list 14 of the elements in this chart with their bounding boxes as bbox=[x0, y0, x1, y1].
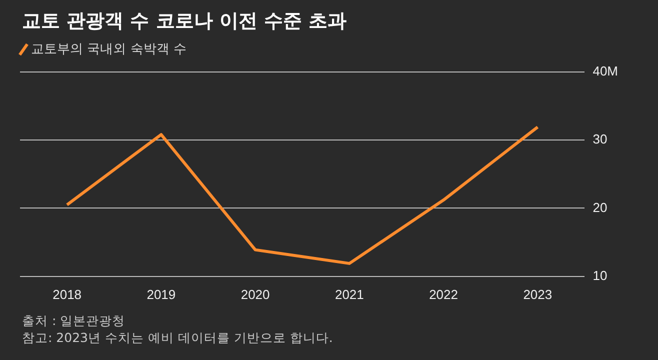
chart-title: 교토 관광객 수 코로나 이전 수준 초과 bbox=[22, 9, 347, 34]
y-tick-label: 10 bbox=[592, 268, 608, 283]
x-tick-label: 2018 bbox=[52, 286, 82, 302]
legend-label: 교토부의 국내외 숙박객 수 bbox=[31, 41, 186, 58]
y-tick-label: 30 bbox=[592, 132, 608, 147]
y-tick-label: 40M bbox=[592, 63, 618, 78]
x-tick-label: 2021 bbox=[334, 286, 364, 302]
x-tick-label: 2023 bbox=[523, 286, 552, 302]
text: 참고: 2023년 수치는 예비 데이터를 기반으로 합니다. bbox=[22, 329, 333, 346]
x-tick-label: 2020 bbox=[240, 286, 270, 302]
source-note: 출처 : 일본관광청 bbox=[22, 312, 126, 329]
x-tick-label: 2019 bbox=[146, 286, 176, 302]
x-tick-label: 2022 bbox=[429, 286, 458, 302]
y-tick-label: 20 bbox=[592, 200, 608, 215]
